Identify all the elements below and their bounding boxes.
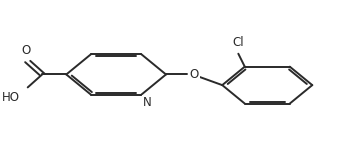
Text: O: O — [190, 68, 199, 81]
Text: Cl: Cl — [233, 36, 244, 49]
Text: N: N — [143, 96, 151, 109]
Text: HO: HO — [2, 91, 20, 104]
Text: O: O — [21, 44, 31, 57]
